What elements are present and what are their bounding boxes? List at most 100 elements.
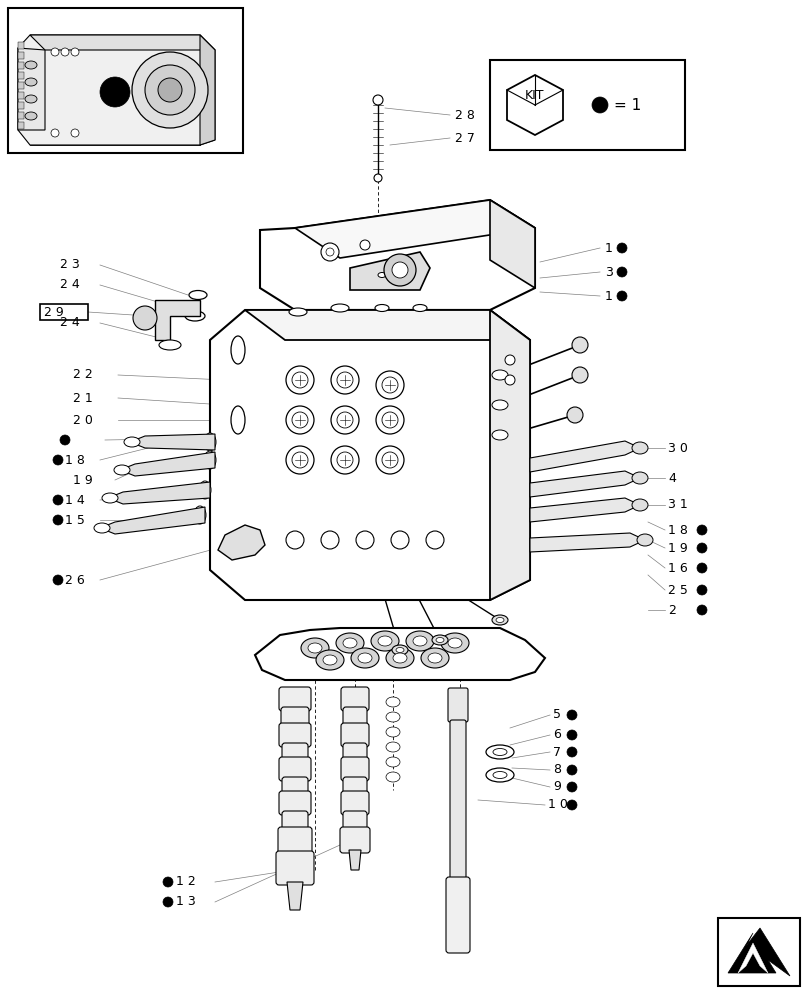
Polygon shape — [200, 35, 215, 145]
Text: 2 7: 2 7 — [454, 132, 474, 145]
Ellipse shape — [94, 523, 109, 533]
Text: 1 2: 1 2 — [176, 876, 195, 888]
Circle shape — [163, 897, 173, 907]
Circle shape — [696, 543, 706, 553]
Circle shape — [391, 531, 409, 549]
Circle shape — [285, 446, 314, 474]
Circle shape — [571, 337, 587, 353]
Text: 2 4: 2 4 — [60, 278, 79, 292]
Ellipse shape — [378, 272, 385, 277]
Bar — [18, 52, 24, 59]
Text: 7: 7 — [552, 746, 560, 758]
Ellipse shape — [427, 653, 441, 663]
Ellipse shape — [491, 430, 508, 440]
Text: 1 9: 1 9 — [73, 474, 92, 487]
Circle shape — [504, 355, 514, 365]
Circle shape — [375, 371, 404, 399]
Circle shape — [566, 407, 582, 423]
Polygon shape — [217, 525, 264, 560]
Ellipse shape — [301, 638, 328, 658]
Ellipse shape — [491, 400, 508, 410]
Circle shape — [320, 531, 338, 549]
Ellipse shape — [385, 742, 400, 752]
Text: 1: 1 — [604, 290, 612, 302]
FancyBboxPatch shape — [279, 687, 311, 711]
Circle shape — [163, 877, 173, 887]
Bar — [18, 72, 24, 79]
Circle shape — [331, 406, 358, 434]
Polygon shape — [349, 850, 361, 870]
Circle shape — [60, 435, 70, 445]
Circle shape — [337, 372, 353, 388]
Ellipse shape — [406, 631, 433, 651]
Circle shape — [381, 377, 397, 393]
Text: 8: 8 — [552, 763, 560, 776]
Circle shape — [158, 78, 182, 102]
Circle shape — [696, 563, 706, 573]
FancyBboxPatch shape — [281, 707, 309, 727]
Polygon shape — [489, 200, 534, 288]
Bar — [107, 82, 122, 102]
Polygon shape — [120, 452, 215, 476]
Polygon shape — [210, 310, 530, 600]
Polygon shape — [108, 482, 210, 504]
Ellipse shape — [336, 633, 363, 653]
Circle shape — [51, 129, 59, 137]
Ellipse shape — [631, 472, 647, 484]
Circle shape — [71, 129, 79, 137]
Circle shape — [53, 455, 63, 465]
Ellipse shape — [307, 643, 322, 653]
Polygon shape — [489, 310, 530, 600]
Ellipse shape — [491, 615, 508, 625]
Circle shape — [591, 97, 607, 113]
Ellipse shape — [385, 727, 400, 737]
Polygon shape — [255, 628, 544, 680]
FancyBboxPatch shape — [281, 743, 307, 761]
Circle shape — [616, 243, 626, 253]
Polygon shape — [350, 252, 430, 290]
Text: KIT: KIT — [525, 89, 544, 102]
Circle shape — [616, 267, 626, 277]
Ellipse shape — [492, 748, 506, 756]
Circle shape — [426, 531, 444, 549]
Ellipse shape — [393, 653, 406, 663]
Ellipse shape — [124, 437, 139, 447]
Polygon shape — [530, 533, 644, 552]
Circle shape — [320, 243, 338, 261]
Ellipse shape — [636, 534, 652, 546]
FancyBboxPatch shape — [342, 743, 367, 761]
Text: 2: 2 — [667, 603, 675, 616]
Ellipse shape — [230, 336, 245, 364]
Bar — [18, 62, 24, 69]
Ellipse shape — [385, 648, 414, 668]
Ellipse shape — [486, 768, 513, 782]
Polygon shape — [737, 943, 767, 973]
Circle shape — [384, 254, 415, 286]
Text: 9: 9 — [552, 780, 560, 793]
Bar — [489, 60, 684, 150]
Polygon shape — [530, 498, 639, 522]
Polygon shape — [130, 434, 215, 450]
Ellipse shape — [189, 290, 207, 300]
FancyBboxPatch shape — [341, 723, 368, 747]
Text: 2 5: 2 5 — [667, 584, 687, 596]
Circle shape — [337, 412, 353, 428]
Polygon shape — [286, 882, 303, 910]
Ellipse shape — [492, 771, 506, 778]
Circle shape — [566, 747, 577, 757]
Text: 1 8: 1 8 — [667, 524, 687, 536]
FancyBboxPatch shape — [281, 811, 307, 831]
Ellipse shape — [25, 61, 37, 69]
Polygon shape — [530, 471, 639, 497]
Ellipse shape — [199, 481, 211, 499]
Circle shape — [566, 782, 577, 792]
Ellipse shape — [371, 631, 398, 651]
Ellipse shape — [342, 638, 357, 648]
Circle shape — [61, 48, 69, 56]
Ellipse shape — [315, 650, 344, 670]
Ellipse shape — [114, 465, 130, 475]
Ellipse shape — [491, 370, 508, 380]
Polygon shape — [530, 441, 639, 472]
Bar — [18, 122, 24, 129]
Ellipse shape — [413, 636, 427, 646]
